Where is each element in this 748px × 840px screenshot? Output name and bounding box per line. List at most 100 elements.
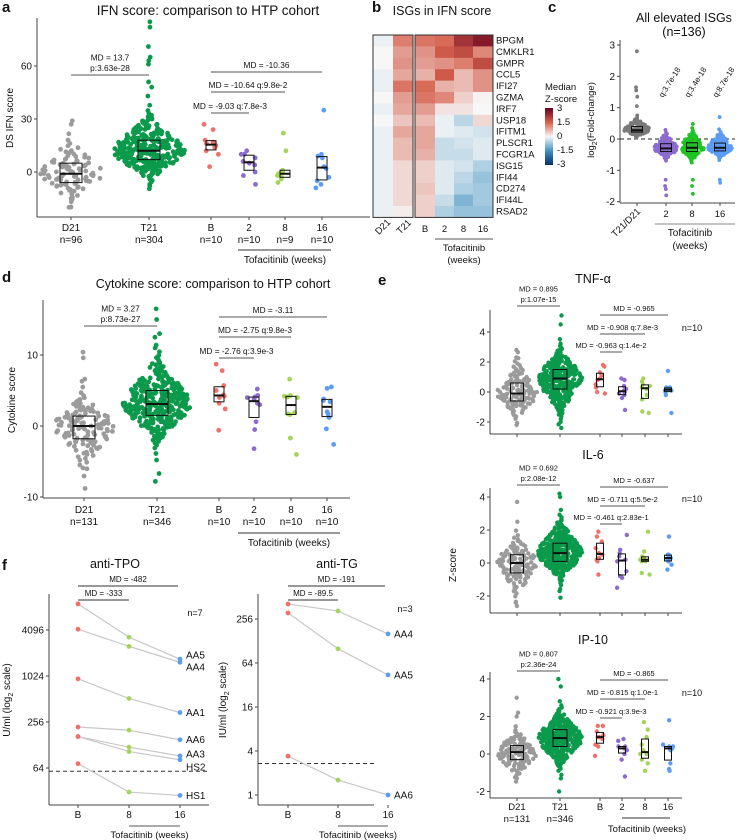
data-point [321,107,327,113]
heatmap-cell [435,69,455,82]
heatmap-cell [415,183,436,196]
y-tick-label: 256 [27,718,44,729]
comparison-label: p:8.73e-27 [101,314,141,324]
heatmap-cell [435,183,455,196]
data-point [619,757,624,762]
data-point [663,184,667,188]
data-point [146,61,151,67]
heatmap-cell [435,137,455,150]
data-point [254,386,260,392]
data-point [170,149,176,155]
data-point [147,365,153,370]
gene-label: CD274 [496,184,526,195]
data-point [126,696,132,701]
n-label: n=131 [70,517,99,528]
data-point [95,422,101,428]
data-point [506,379,511,385]
data-point [495,394,501,399]
n-label: n=9 [277,235,294,246]
box-iqr [641,384,649,399]
heatmap-cell [473,103,494,116]
data-point [690,191,695,196]
heatmap-cell [415,194,436,207]
colorbar [545,108,553,165]
data-point [251,446,257,452]
data-point [55,428,61,433]
x-tick-label: 2 [663,209,668,220]
x-tick-label: 16 [321,505,333,516]
heatmap-cell [454,103,474,116]
heatmap-cell [373,92,394,104]
n-label: n=131 [504,814,531,825]
data-point [513,724,518,729]
x-tick-label: 2 [251,505,257,516]
data-point [287,376,293,382]
box-iqr [618,746,626,754]
data-point [593,385,599,390]
heatmap-cell [373,171,394,184]
data-point [668,761,673,766]
data-point [68,121,74,127]
data-point [187,405,193,411]
data-point [511,364,516,369]
comparison-label: MD = -333 [85,589,123,598]
data-point [556,676,561,682]
heatmap-cell [473,80,494,93]
data-point [645,529,651,534]
data-point [160,378,166,384]
data-point [160,153,166,159]
data-point [104,427,110,432]
x-tick-label: T21 [140,223,158,234]
data-point [635,113,640,118]
heatmap-cell [373,57,394,70]
heatmap-cell [373,114,394,127]
data-point [559,425,564,431]
data-point [150,415,155,421]
data-point [520,408,525,413]
gene-label: CMKLR1 [496,47,535,58]
data-point [89,406,95,412]
data-point [504,391,510,397]
data-point [145,93,151,99]
data-point [73,173,79,179]
heatmap-cell [415,46,436,59]
data-point [523,547,529,552]
data-point [171,380,177,386]
subject-label: AA4 [394,629,413,640]
data-point [645,727,650,732]
x-tick-label: T21/D21 [610,206,644,240]
y-tick-label: 4 [479,675,485,686]
y-tick-label: -2 [476,592,485,603]
data-point [645,125,650,129]
data-point [594,534,600,539]
heatmap-cell [435,35,455,47]
data-point [512,734,517,740]
data-point [690,184,694,188]
ylabel-rest: scale) [2,663,13,692]
heatmap-cell [435,114,455,127]
data-point [599,539,605,544]
heatmap-cell [373,80,394,93]
data-point [122,400,128,406]
ylabel-subscript: 2 [8,693,15,697]
box-iqr [510,382,524,402]
data-point [135,135,141,141]
data-point [642,768,648,774]
data-point [663,127,668,132]
x-tick-label: 16 [316,223,328,234]
heatmap-cell [454,35,474,47]
data-point [213,361,219,367]
data-point [177,737,183,743]
data-point [77,462,83,468]
column-label: 2 [442,224,447,235]
data-point [318,181,324,187]
heatmap-cell [415,206,436,218]
data-point [287,435,293,441]
x-tick-label: T21 [552,802,568,813]
data-point [552,730,558,736]
data-point [660,742,666,747]
heatmap-cell [473,69,494,82]
heatmap-cell [454,114,474,127]
data-point [530,756,536,762]
heatmap-cell [473,126,494,139]
